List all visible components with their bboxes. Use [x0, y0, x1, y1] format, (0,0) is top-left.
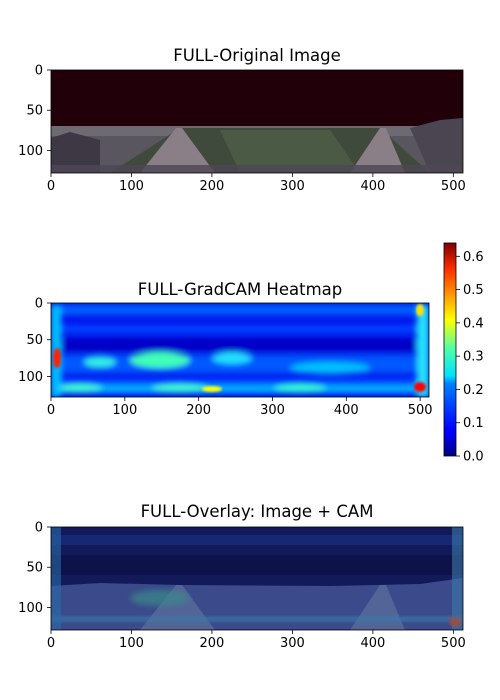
overlay-image: [51, 527, 463, 630]
colorbar-tick-label: 0.4: [463, 316, 484, 331]
x-tick-label: 500: [441, 636, 466, 651]
axes-frame: [50, 69, 464, 174]
x-tick-label: 200: [186, 403, 211, 418]
x-tick-label: 100: [119, 636, 144, 651]
y-tick-label: 100: [18, 601, 43, 616]
y-tick-label: 50: [26, 104, 43, 119]
x-tick-label: 100: [112, 403, 137, 418]
x-tick-label: 200: [200, 636, 225, 651]
y-tick-label: 100: [18, 144, 43, 159]
x-tick-label: 500: [408, 403, 433, 418]
colorbar-tick-label: 0.6: [463, 250, 484, 265]
colorbar-tick-label: 0.3: [463, 350, 484, 365]
panel-original-image: FULL-Original Image 0 100 200 300 400 500 0 50 1…: [18, 46, 466, 194]
x-tick-label: 100: [119, 179, 144, 194]
panel-overlay: FULL-Overlay: Image + CAM 0 100 200 300 400 5…: [18, 502, 466, 651]
colorbar: 0.0 0.1 0.2 0.3 0.4 0.5 0.6: [443, 242, 484, 465]
x-tick-label: 0: [47, 403, 55, 418]
x-tick-label: 0: [47, 636, 55, 651]
x-tick-label: 400: [360, 636, 385, 651]
x-tick-label: 300: [260, 403, 285, 418]
x-tick-label: 300: [280, 636, 305, 651]
panel-title-heatmap: FULL-GradCAM Heatmap: [138, 280, 342, 299]
y-tick-label: 100: [18, 370, 43, 385]
gradcam-heatmap: [51, 303, 429, 397]
y-tick-label: 0: [35, 64, 43, 79]
colorbar-tick-label: 0.0: [463, 450, 484, 465]
x-tick-label: 0: [47, 179, 55, 194]
original-image: [51, 70, 463, 173]
colorbar-tick-label: 0.5: [463, 283, 484, 298]
y-tick-label: 50: [26, 333, 43, 348]
colorbar-tick-label: 0.1: [463, 416, 484, 431]
panel-gradcam-heatmap: FULL-GradCAM Heatmap: [18, 242, 484, 465]
x-tick-label: 400: [360, 179, 385, 194]
x-tick-label: 300: [280, 179, 305, 194]
panel-title-overlay: FULL-Overlay: Image + CAM: [141, 502, 374, 521]
colorbar-gradient: [443, 242, 457, 457]
y-tick-label: 50: [26, 561, 43, 576]
x-tick-label: 200: [200, 179, 225, 194]
y-tick-label: 0: [35, 297, 43, 312]
axes-frame: [50, 526, 464, 631]
colorbar-tick-label: 0.2: [463, 383, 484, 398]
x-tick-label: 400: [334, 403, 359, 418]
y-tick-label: 0: [35, 521, 43, 536]
axes-frame: [50, 302, 430, 398]
panel-title-original: FULL-Original Image: [173, 46, 341, 65]
x-tick-label: 500: [441, 179, 466, 194]
